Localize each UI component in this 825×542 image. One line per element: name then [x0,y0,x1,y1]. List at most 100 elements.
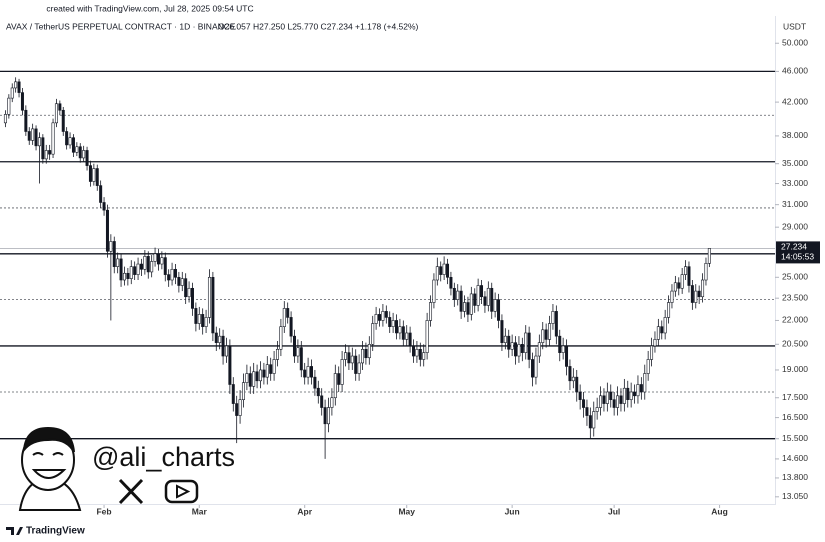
candle-body [258,369,262,382]
candle-body [384,311,388,318]
candle-body [65,131,69,146]
x-tick-label: Apr [297,506,312,516]
candle-body [554,311,558,337]
candle-body [704,263,708,281]
candle-body [412,345,416,357]
candle-body [37,137,41,147]
candle-body [605,391,609,404]
candle-body [456,290,460,300]
candle-body [378,314,382,321]
candle-body [133,266,137,275]
candle-body [439,266,443,275]
candle-body [150,261,154,273]
ohlc-header: O26.057 H27.250 L25.770 C27.234 +1.178 (… [218,21,419,31]
candle-body [442,263,446,275]
candle-body [422,352,426,360]
candle-body [408,332,412,347]
candle-body [497,299,501,321]
candle-body [313,376,317,389]
candle-body [568,366,572,382]
candle-body [503,335,507,343]
candle-body [48,150,52,155]
candle-body [337,373,341,385]
candle-body [224,345,228,357]
candle-body [680,274,684,289]
candle-body [44,150,48,160]
candle-body [571,376,575,382]
candle-body [326,407,330,425]
candle-body [41,137,45,160]
y-tick-label: 16.500 [782,412,808,422]
candle-body [116,258,120,267]
candle-body [167,274,171,281]
candle-body [160,257,164,265]
avatar-smile [31,469,67,479]
candle-body [292,335,296,357]
candle-body [446,263,450,278]
candle-body [531,359,535,378]
candle-body [622,387,626,404]
candle-body [585,407,589,416]
y-tick-label: 14.600 [782,453,808,463]
candle-body [381,311,385,321]
candle-body [51,122,55,155]
candle-body [493,299,497,312]
candle-body [476,285,480,306]
candle-body [146,256,150,273]
candle-body [486,287,490,306]
candle-body [517,344,521,357]
candle-body [82,150,86,159]
y-tick-label: 23.500 [782,292,808,302]
candle-body [551,311,555,324]
candle-body [92,168,96,182]
plot: 50.000 46.000 42.000 38.000 35.000 33.000 31.0… [0,37,820,516]
candle-body [398,326,402,334]
candle-body [367,344,371,359]
candle-body [105,209,109,252]
candle-body [636,384,640,397]
x-tick-label: Jul [608,506,620,516]
candle-body [602,395,606,404]
candle-body [582,399,586,408]
y-tick-label: 29.000 [782,221,808,231]
candle-body [405,332,409,340]
candle-body [126,272,130,279]
candle-body [245,373,249,383]
candle-body [255,371,259,382]
candle-body [701,279,705,298]
candle-body [483,296,487,306]
candle-body [262,369,266,378]
candle-body [102,202,106,211]
candle-body [558,335,562,353]
candle-body [228,345,232,385]
y-tick-label: 46.000 [782,66,808,76]
candle-body [207,276,211,318]
candle-body [507,335,511,350]
candle-body [88,165,92,182]
created-note: created with TradingView.com, Jul 28, 20… [46,3,253,13]
candle-body [139,263,143,270]
candle-body [432,279,436,303]
candle-body [309,366,313,378]
candle-body [58,103,62,111]
candle-body [112,241,116,267]
candle-body [534,355,538,378]
candle-body [289,317,293,337]
avatar-eyes [32,452,64,456]
candle-body [633,391,637,397]
candle-body [548,323,552,340]
youtube-icon [164,479,199,504]
candle-body [330,397,334,408]
candle-body [61,109,65,132]
candle-body [340,359,344,385]
y-tick-label: 42.000 [782,96,808,106]
candle-body [575,376,579,393]
candle-body [578,391,582,400]
y-tick-label: 25.000 [782,272,808,282]
candle-body [129,266,133,279]
candle-body [469,293,473,315]
candle-body [333,373,337,399]
candle-body [667,302,671,318]
